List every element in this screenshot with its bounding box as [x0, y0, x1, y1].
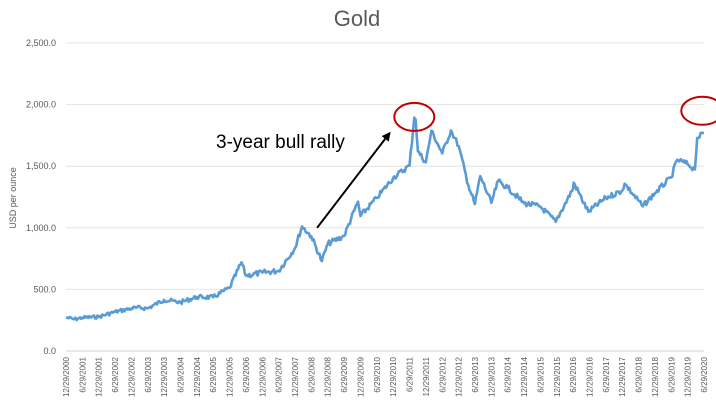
y-tick-label: 0.0 [43, 346, 56, 356]
x-tick-label: 6/29/2011 [406, 356, 415, 392]
annotation-arrow [316, 138, 386, 229]
x-tick-label: 6/29/2004 [177, 356, 186, 392]
x-tick-label: 6/29/2019 [667, 356, 676, 392]
gridlines [66, 42, 704, 352]
y-tick-label: 500.0 [33, 284, 56, 294]
x-tick-label: 12/29/2002 [127, 356, 136, 397]
annotations: 3-year bull rally [216, 95, 716, 229]
x-tick-label: 12/29/2005 [226, 356, 235, 397]
x-tick-label: 12/29/2004 [193, 356, 202, 397]
x-tick-label: 6/29/2006 [242, 356, 251, 392]
x-tick-label: 6/29/2016 [569, 356, 578, 392]
y-axis-ticks: 0.0 500.0 1,000.0 1,500.0 2,000.0 2,500.0 [26, 38, 56, 356]
x-tick-label: 6/29/2008 [307, 356, 316, 392]
series-line [65, 116, 705, 322]
x-tick-label: 6/29/2001 [78, 356, 87, 392]
x-tick-label: 12/29/2018 [651, 356, 660, 397]
x-tick-label: 6/29/2014 [504, 356, 513, 392]
x-tick-label: 6/29/2005 [209, 356, 218, 392]
x-tick-label: 6/29/2017 [602, 356, 611, 392]
x-tick-label: 12/29/2010 [389, 356, 398, 397]
highlight-circle-2020 [680, 95, 716, 126]
x-tick-label: 12/29/2015 [553, 356, 562, 397]
x-tick-label: 12/29/2009 [356, 356, 365, 397]
chart-title: Gold [334, 6, 380, 31]
x-tick-label: 6/29/2018 [635, 356, 644, 392]
x-tick-label: 6/29/2009 [340, 356, 349, 392]
y-tick-label: 2,000.0 [26, 100, 56, 110]
x-tick-label: 6/29/2007 [275, 356, 284, 392]
x-tick-label: 12/29/2006 [258, 356, 267, 397]
x-tick-label: 12/29/2019 [684, 356, 693, 397]
highlight-circle-2011 [393, 101, 436, 132]
x-tick-label: 12/29/2013 [487, 356, 496, 397]
x-tick-label: 12/29/2008 [324, 356, 333, 397]
x-tick-label: 12/29/2014 [520, 356, 529, 397]
y-axis-label: USD per ounce [8, 167, 18, 229]
y-tick-label: 1,500.0 [26, 161, 56, 171]
x-tick-label: 6/29/2012 [438, 356, 447, 392]
x-tick-label: 12/29/2016 [585, 356, 594, 397]
price-series [65, 116, 705, 322]
x-tick-label: 12/29/2007 [291, 356, 300, 397]
x-tick-label: 12/29/2017 [618, 356, 627, 397]
x-tick-label: 12/29/2003 [160, 356, 169, 397]
y-tick-label: 1,000.0 [26, 223, 56, 233]
annotation-label: 3-year bull rally [216, 132, 345, 153]
x-tick-label: 6/29/2002 [111, 356, 120, 392]
y-tick-label: 2,500.0 [26, 38, 56, 48]
x-axis-ticks: 12/29/2000 6/29/2001 12/29/2001 6/29/2002 12… [62, 356, 709, 397]
x-tick-label: 12/29/2011 [422, 356, 431, 396]
x-tick-label: 6/29/2013 [471, 356, 480, 392]
annotation-arrow-head [381, 131, 391, 142]
x-tick-label: 6/29/2020 [700, 356, 709, 392]
x-tick-label: 12/29/2000 [62, 356, 71, 397]
x-tick-label: 6/29/2003 [144, 356, 153, 392]
x-tick-label: 12/29/2001 [95, 356, 104, 397]
x-tick-label: 6/29/2010 [373, 356, 382, 392]
x-tick-label: 12/29/2012 [455, 356, 464, 397]
x-tick-label: 6/29/2015 [536, 356, 545, 392]
